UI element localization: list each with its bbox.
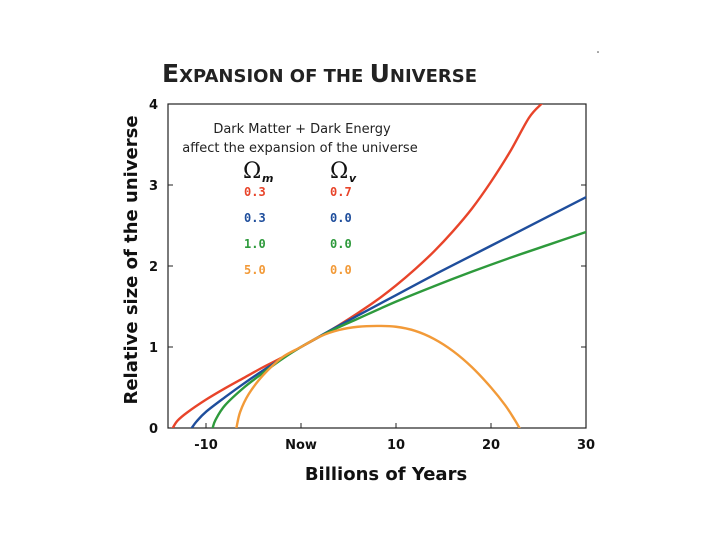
y-tick-label-0: 0 bbox=[149, 422, 158, 437]
y-axis-ticks: 0 1 2 3 4 bbox=[149, 98, 586, 437]
y-tick-label-2: 2 bbox=[149, 260, 158, 275]
y-tick-label-1: 1 bbox=[149, 341, 158, 356]
x-axis-label: Billions of Years bbox=[305, 464, 467, 485]
series-line-3 bbox=[235, 324, 521, 428]
x-tick-label-2: 10 bbox=[387, 438, 405, 453]
omega-m-subscript: m bbox=[262, 172, 273, 185]
title-initial-0: E bbox=[162, 59, 179, 88]
omega-v-symbol: Ω bbox=[330, 159, 348, 184]
title-rest-0: XPANSION OF THE bbox=[179, 66, 369, 87]
legend-omega-m-1: 0.3 bbox=[244, 211, 266, 225]
legend-values: 0.3 0.7 0.3 0.0 1.0 0.0 5.0 0.0 bbox=[244, 185, 352, 277]
y-tick-label-4: 4 bbox=[149, 98, 158, 113]
x-tick-label-3: 20 bbox=[482, 438, 500, 453]
plot-area bbox=[167, 103, 587, 429]
x-tick-label-4: 30 bbox=[577, 438, 595, 453]
x-axis-ticks: -10 Now 10 20 30 bbox=[194, 423, 595, 453]
legend-omega-m-2: 1.0 bbox=[244, 237, 266, 251]
y-axis-label: Relative size of the universe bbox=[121, 115, 142, 404]
legend-omega-v-1: 0.0 bbox=[330, 211, 352, 225]
legend-omega-m-3: 5.0 bbox=[244, 263, 266, 277]
title-rest-1: NIVERSE bbox=[390, 66, 477, 87]
title-speck bbox=[597, 51, 599, 53]
omega-m-symbol: Ω bbox=[243, 159, 261, 184]
legend-omega-m-0: 0.3 bbox=[244, 185, 266, 199]
x-tick-label-0: -10 bbox=[194, 438, 218, 453]
y-tick-label-3: 3 bbox=[149, 179, 158, 194]
legend-omega-v-2: 0.0 bbox=[330, 237, 352, 251]
series-layer bbox=[171, 104, 586, 428]
annotation-line-1: Dark Matter + Dark Energy bbox=[213, 122, 391, 137]
title-initial-1: U bbox=[370, 59, 390, 88]
legend-omega-v-0: 0.7 bbox=[330, 185, 352, 199]
omega-v-subscript: v bbox=[349, 172, 357, 185]
annotation-line-2: affect the expansion of the universe bbox=[182, 141, 417, 156]
x-tick-label-1: Now bbox=[285, 438, 317, 453]
legend-omega-v-3: 0.0 bbox=[330, 263, 352, 277]
chart-title: EXPANSION OF THE UNIVERSE bbox=[162, 59, 477, 88]
